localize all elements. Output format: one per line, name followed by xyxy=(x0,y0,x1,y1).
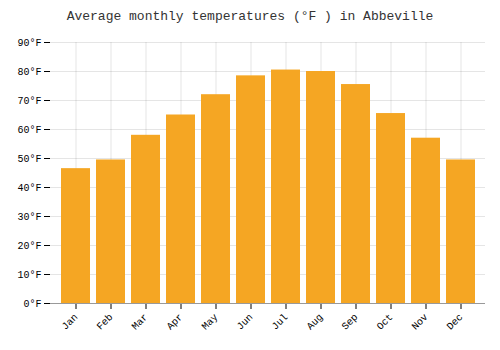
svg-text:May: May xyxy=(200,312,221,333)
svg-text:Aug: Aug xyxy=(305,312,326,333)
svg-text:40°F: 40°F xyxy=(17,183,41,194)
svg-text:Sep: Sep xyxy=(340,312,361,333)
svg-text:Oct: Oct xyxy=(375,312,396,333)
svg-text:Nov: Nov xyxy=(410,312,431,333)
svg-text:70°F: 70°F xyxy=(17,96,41,107)
svg-text:Jul: Jul xyxy=(270,312,291,333)
svg-text:60°F: 60°F xyxy=(17,125,41,136)
svg-text:30°F: 30°F xyxy=(17,212,41,223)
svg-text:20°F: 20°F xyxy=(17,241,41,252)
html-text:Average monthly temperatures (: Average monthly temperatures (°F ) in Ab… xyxy=(66,9,434,24)
svg-text:10°F: 10°F xyxy=(17,270,41,281)
svg-text:80°F: 80°F xyxy=(17,67,41,78)
svg-text:0°F: 0°F xyxy=(23,299,41,310)
svg-text:Feb: Feb xyxy=(95,312,116,333)
svg-text:Mar: Mar xyxy=(130,312,151,333)
svg-text:Jan: Jan xyxy=(60,312,81,333)
svg-text:Apr: Apr xyxy=(165,312,186,333)
svg-text:90°F: 90°F xyxy=(17,38,41,49)
svg-text:50°F: 50°F xyxy=(17,154,41,165)
svg-text:Dec: Dec xyxy=(445,312,466,333)
svg-text:Jun: Jun xyxy=(235,312,256,333)
